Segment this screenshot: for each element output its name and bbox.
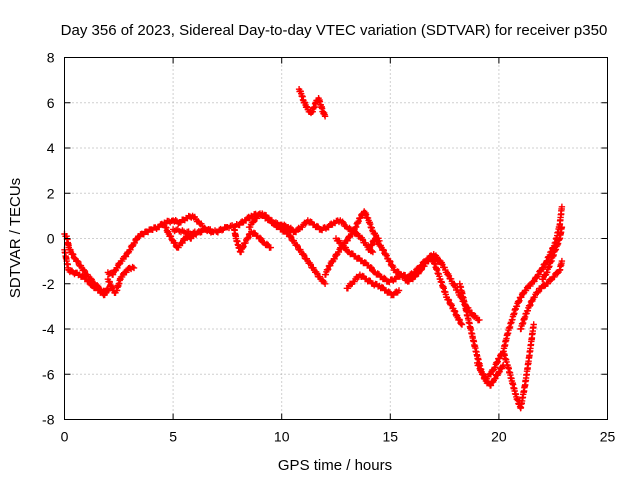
- y-axis-title: SDTVAR / TECUs: [7, 178, 24, 298]
- x-axis-title: GPS time / hours: [278, 457, 392, 474]
- y-tick-label: -4: [42, 321, 55, 337]
- data-point-markers: [104, 212, 216, 278]
- data-point-markers: [430, 257, 466, 328]
- data-point-markers: [500, 203, 566, 355]
- series-seg15: [430, 257, 466, 328]
- y-tick-label: -2: [42, 276, 55, 292]
- data-point-markers: [343, 271, 403, 299]
- data-point-markers: [230, 224, 274, 256]
- data-point-markers: [104, 263, 138, 296]
- grid: [64, 57, 608, 420]
- series-seg4: [104, 212, 216, 278]
- data-point-markers: [278, 217, 377, 256]
- y-tick-label: -6: [42, 366, 55, 382]
- series-seg10: [295, 86, 329, 120]
- x-tick-label: 20: [491, 429, 507, 445]
- data-point-markers: [245, 210, 329, 287]
- series-seg9: [278, 217, 377, 256]
- series-seg3: [104, 263, 138, 296]
- chart-title: Day 356 of 2023, Sidereal Day-to-day VTE…: [61, 22, 608, 39]
- series-seg5: [161, 221, 198, 251]
- series-seg7: [230, 224, 274, 256]
- x-tick-label: 15: [383, 429, 399, 445]
- series-seg18: [500, 203, 566, 355]
- series-seg20: [539, 224, 566, 283]
- series-seg13: [343, 271, 403, 299]
- data-point-markers: [295, 86, 329, 120]
- y-tick-label: -8: [42, 412, 55, 428]
- data-point-markers: [517, 257, 566, 333]
- data-point-markers: [474, 321, 537, 412]
- series-seg8: [245, 210, 329, 287]
- x-tick-label: 25: [600, 429, 616, 445]
- y-tick-label: 0: [47, 231, 55, 247]
- y-tick-label: 8: [47, 50, 55, 66]
- series-seg17: [474, 321, 537, 412]
- data-point-markers: [161, 221, 198, 251]
- y-tick-label: 2: [47, 185, 55, 201]
- data-points: [61, 86, 566, 412]
- x-tick-label: 0: [61, 429, 69, 445]
- series-seg19: [517, 257, 566, 333]
- x-tick-label: 10: [274, 429, 290, 445]
- y-tick-label: 4: [47, 140, 55, 156]
- x-tick-label: 5: [169, 429, 177, 445]
- data-point-markers: [539, 224, 566, 283]
- y-tick-label: 6: [47, 95, 55, 111]
- axis-ticks: 0 5 10 15 20 25 -8 -6 -4 -2 0 2 4 6 8: [42, 50, 615, 445]
